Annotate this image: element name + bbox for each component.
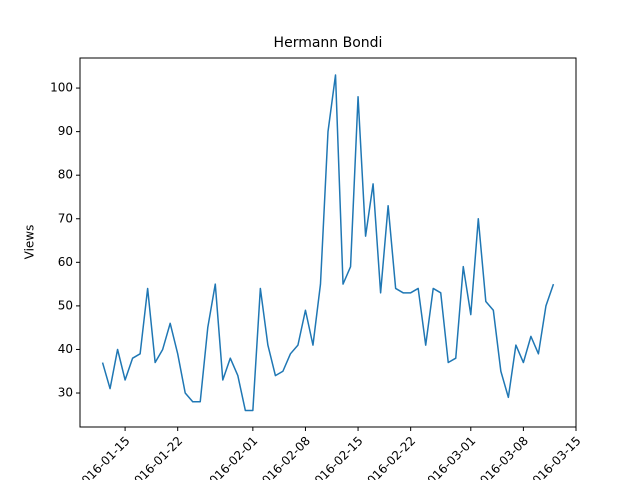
x-tick-label: 2016-02-08 — [254, 434, 313, 480]
x-tick-label: 2016-01-22 — [126, 434, 185, 480]
x-tick-label: 2016-02-15 — [306, 434, 365, 480]
y-tick-label: 100 — [50, 81, 73, 95]
x-tick-label: 2016-02-01 — [201, 434, 260, 480]
x-tick-label: 2016-01-15 — [73, 434, 132, 480]
x-tick-label: 2016-03-08 — [472, 434, 531, 480]
y-tick-label: 50 — [58, 298, 73, 312]
y-tick-label: 80 — [58, 168, 73, 182]
y-tick-label: 60 — [58, 255, 73, 269]
x-tick-label: 2016-03-15 — [524, 434, 583, 480]
y-tick-label: 90 — [58, 124, 73, 138]
y-tick-label: 40 — [58, 342, 73, 356]
plot-frame — [79, 57, 577, 428]
y-tick-label: 30 — [58, 386, 73, 400]
chart-title: Hermann Bondi — [274, 35, 383, 51]
x-tick-label: 2016-03-01 — [419, 434, 478, 480]
y-axis-label: Views — [23, 225, 37, 260]
x-tick-label: 2016-02-22 — [359, 434, 418, 480]
y-tick-label: 70 — [58, 211, 73, 225]
data-line — [101, 74, 555, 412]
